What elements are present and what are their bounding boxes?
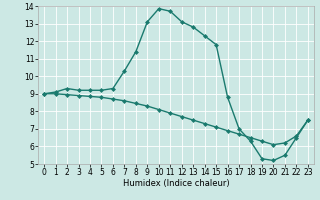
- X-axis label: Humidex (Indice chaleur): Humidex (Indice chaleur): [123, 179, 229, 188]
